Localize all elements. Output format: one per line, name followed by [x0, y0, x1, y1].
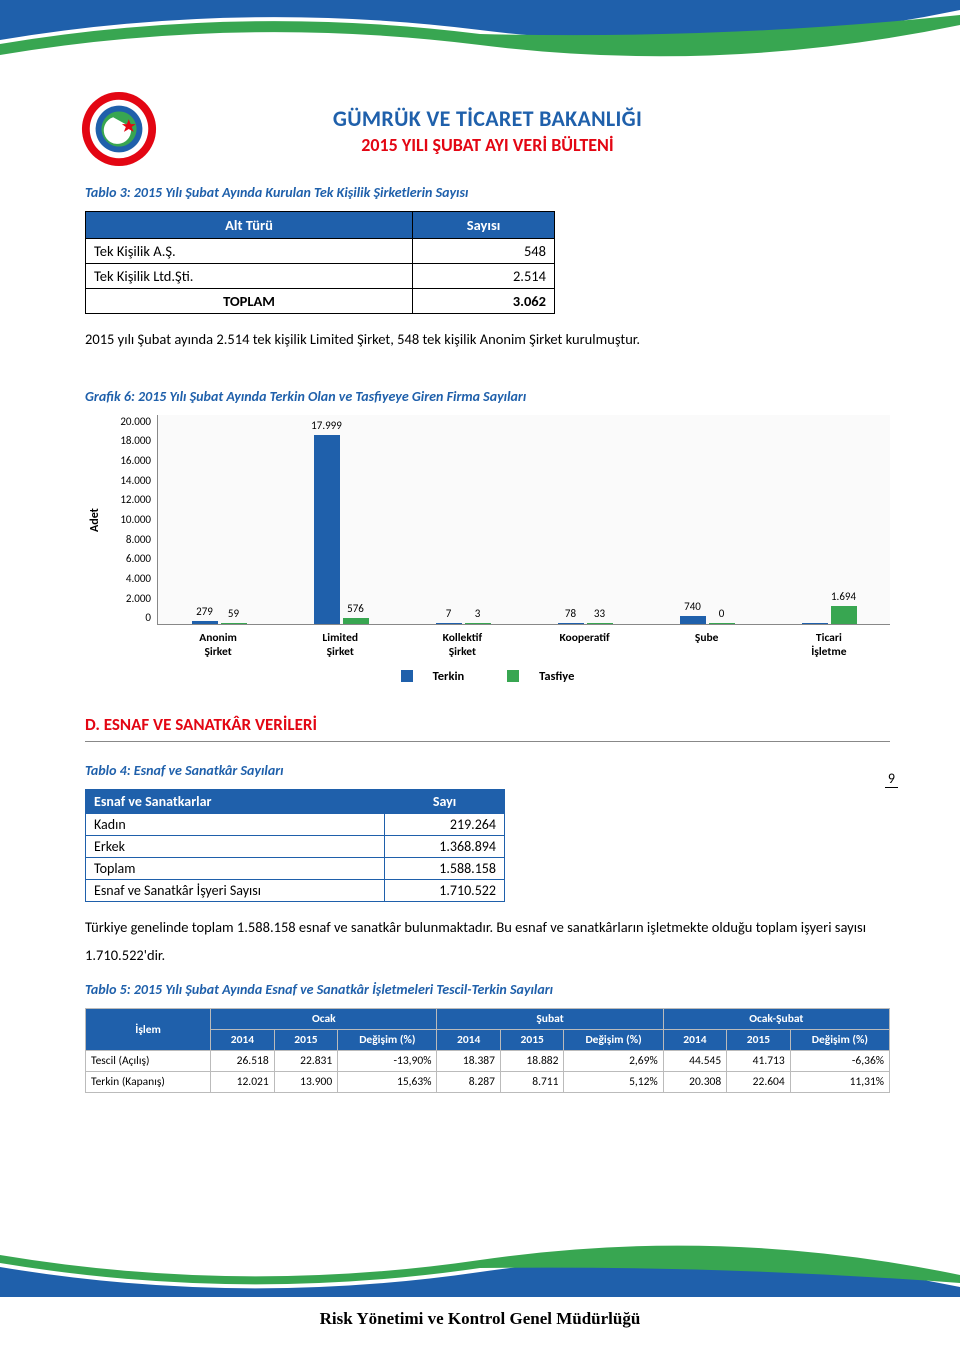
chart-ylabel: Adet: [85, 415, 105, 625]
chart-terkin-tasfiye: Adet 20.00018.00016.00014.00012.00010.00…: [85, 415, 890, 687]
legend-swatch-terkin: [401, 670, 413, 682]
chart-xlabels: AnonimŞirketLimitedŞirketKollektifŞirket…: [157, 631, 890, 659]
decorative-wave-bottom: [0, 1207, 960, 1297]
paragraph-2: Türkiye genelinde toplam 1.588.158 esnaf…: [85, 914, 890, 969]
tablo5: İşlem Ocak Şubat Ocak-Şubat 20142015Deği…: [85, 1008, 890, 1093]
table-row: Tek Kişilik Ltd.Şti. 2.514: [86, 264, 555, 289]
decorative-wave-top: [0, 0, 960, 90]
table-row: Toplam1.588.158: [86, 858, 505, 880]
chart-plot: 2795917.99957673783374001.694: [157, 415, 890, 625]
chart-caption: Grafik 6: 2015 Yılı Şubat Ayında Terkin …: [85, 388, 890, 405]
paragraph-1: 2015 yılı Şubat ayında 2.514 tek kişilik…: [85, 326, 890, 354]
table-row: Tescil (Açılış) 26.51822.831-13,90% 18.3…: [86, 1051, 890, 1072]
legend-swatch-tasfiye: [507, 670, 519, 682]
section-divider: [85, 741, 890, 742]
tablo5-caption: Tablo 5: 2015 Yılı Şubat Ayında Esnaf ve…: [85, 981, 890, 998]
tablo4: Esnaf ve Sanatkarlar Sayı Kadın219.264 E…: [85, 789, 505, 902]
tablo3-header-col2: Sayısı: [413, 212, 555, 239]
tablo5-header-islem: İşlem: [86, 1009, 211, 1051]
tablo4-caption: Tablo 4: Esnaf ve Sanatkâr Sayıları: [85, 762, 890, 779]
tablo3-caption: Tablo 3: 2015 Yılı Şubat Ayında Kurulan …: [85, 184, 890, 201]
chart-yaxis: 20.00018.00016.00014.00012.00010.0008.00…: [105, 415, 157, 625]
section-d-heading: D. ESNAF VE SANATKÂR VERİLERİ: [85, 714, 890, 735]
table-total-row: TOPLAM 3.062: [86, 289, 555, 314]
table-row: Tek Kişilik A.Ş. 548: [86, 239, 555, 264]
table-row: Esnaf ve Sanatkâr İşyeri Sayısı1.710.522: [86, 880, 505, 902]
tablo4-header-col2: Sayı: [385, 790, 505, 814]
page-title: GÜMRÜK VE TİCARET BAKANLIĞI: [85, 105, 890, 132]
footer-text: Risk Yönetimi ve Kontrol Genel Müdürlüğü: [0, 1309, 960, 1329]
tablo4-header-col1: Esnaf ve Sanatkarlar: [86, 790, 385, 814]
table-row: Kadın219.264: [86, 814, 505, 836]
tablo3-header-col1: Alt Türü: [86, 212, 413, 239]
table-row: Erkek1.368.894: [86, 836, 505, 858]
tablo3: Alt Türü Sayısı Tek Kişilik A.Ş. 548 Tek…: [85, 211, 555, 314]
table-row: Terkin (Kapanış) 12.02113.90015,63% 8.28…: [86, 1072, 890, 1093]
chart-legend: Terkin Tasfiye: [85, 669, 890, 687]
page-subtitle: 2015 YILI ŞUBAT AYI VERİ BÜLTENİ: [85, 134, 890, 156]
